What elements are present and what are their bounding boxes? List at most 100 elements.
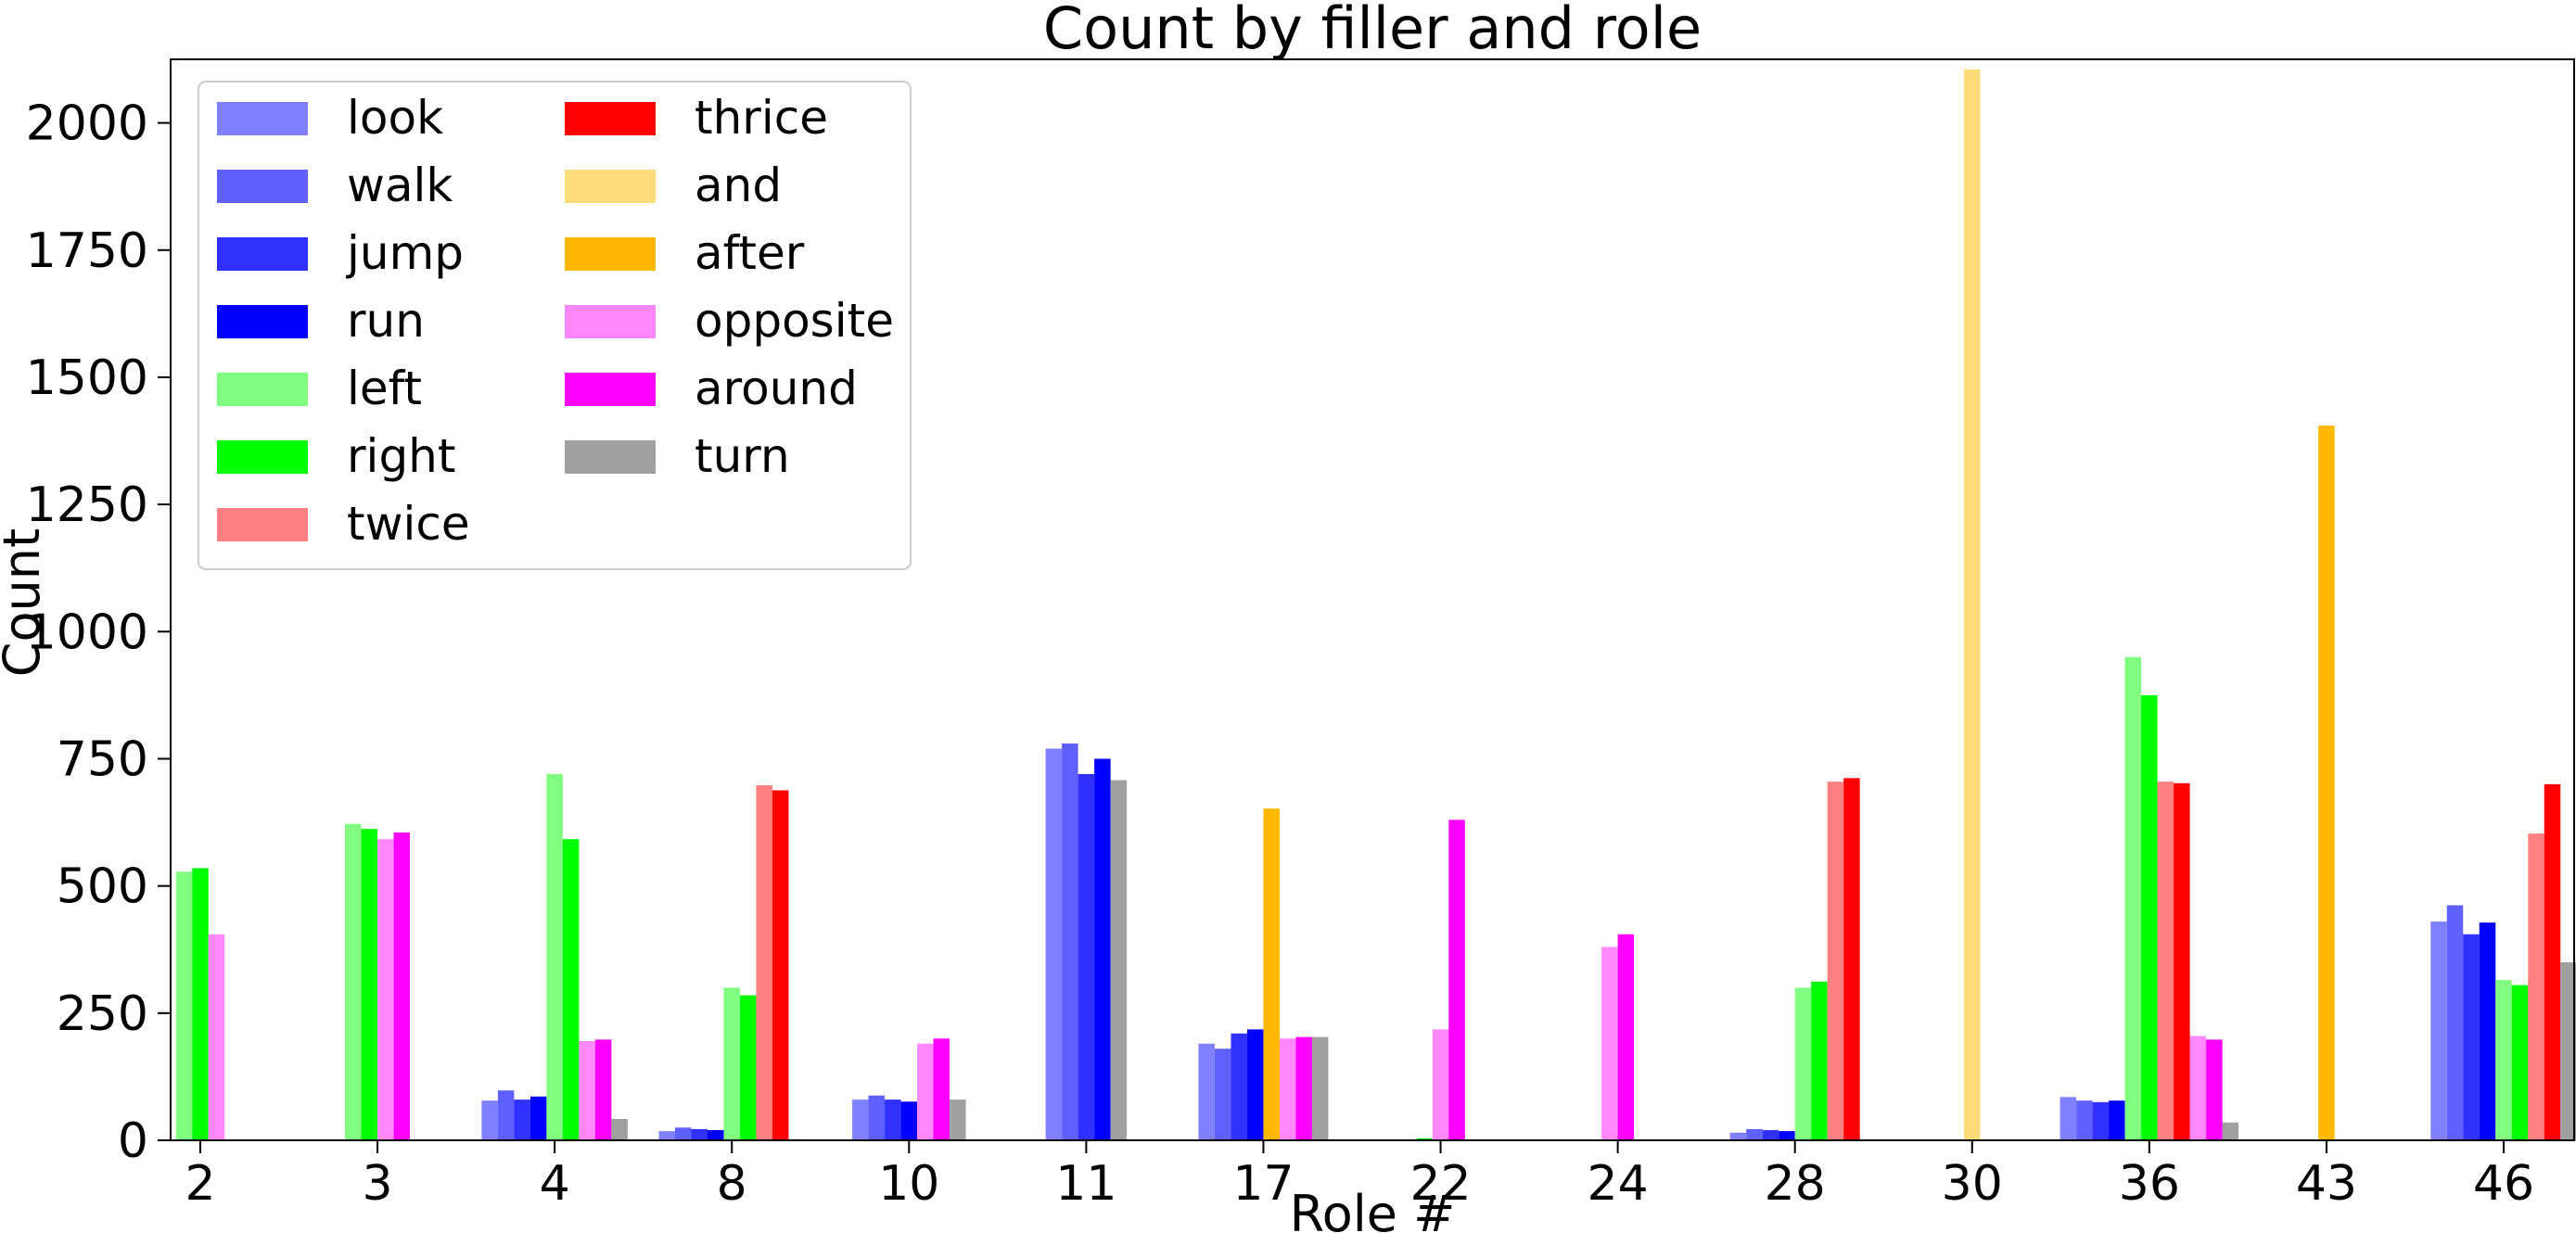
bar-run-role-36 <box>2109 1100 2125 1140</box>
ticks-group: 0 250 500 750 1000 1250 1500 1750 2000 2 3 4 8 10 11 17… <box>26 96 2534 1212</box>
bar-opposite-role-3 <box>377 839 394 1140</box>
legend-swatch-and <box>565 170 656 203</box>
bar-run-role-8 <box>707 1130 724 1140</box>
bar-turn-role-10 <box>950 1100 966 1140</box>
bar-twice-role-28 <box>1827 782 1844 1140</box>
bar-walk-role-46 <box>2446 905 2464 1140</box>
legend-label-right: right <box>347 429 455 483</box>
bar-turn-role-11 <box>1110 780 1128 1140</box>
bar-left-role-8 <box>723 987 740 1140</box>
bar-walk-role-36 <box>2076 1100 2093 1140</box>
x-tick-label: 46 <box>2473 1156 2534 1212</box>
x-tick-label: 24 <box>1588 1156 1649 1212</box>
bar-around-role-36 <box>2206 1039 2223 1140</box>
bar-right-role-4 <box>562 839 580 1140</box>
bar-around-role-4 <box>594 1039 612 1140</box>
bar-turn-role-17 <box>1311 1036 1329 1140</box>
bar-right-role-8 <box>739 995 757 1140</box>
bar-left-role-46 <box>2495 980 2512 1140</box>
bar-left-role-4 <box>546 773 563 1140</box>
bar-run-role-10 <box>900 1101 918 1140</box>
bar-right-role-3 <box>361 829 378 1140</box>
bar-look-role-17 <box>1198 1043 1215 1140</box>
bar-look-role-28 <box>1729 1132 1747 1140</box>
legend-label-left: left <box>347 362 422 415</box>
legend-swatch-walk <box>217 170 308 203</box>
legend-label-look: look <box>347 91 443 145</box>
x-tick-label: 2 <box>185 1156 215 1212</box>
bar-walk-role-8 <box>674 1127 692 1140</box>
legend-label-around: around <box>695 362 858 415</box>
bar-left-role-2 <box>175 871 193 1140</box>
bar-jump-role-10 <box>885 1100 901 1140</box>
bar-turn-role-36 <box>2222 1122 2239 1140</box>
bar-after-role-43 <box>2318 426 2335 1140</box>
legend-label-run: run <box>347 294 425 348</box>
bar-thrice-role-36 <box>2174 782 2190 1140</box>
legend-label-after: after <box>695 226 805 280</box>
legend-label-walk: walk <box>347 159 453 212</box>
bar-run-role-17 <box>1246 1029 1264 1140</box>
bar-jump-role-17 <box>1231 1033 1247 1140</box>
x-tick-label: 36 <box>2119 1156 2180 1212</box>
bar-run-role-11 <box>1094 758 1111 1140</box>
bar-walk-role-4 <box>497 1090 515 1140</box>
bar-around-role-22 <box>1448 820 1465 1140</box>
bar-run-role-28 <box>1779 1131 1795 1140</box>
legend-swatch-thrice <box>565 102 656 135</box>
legend-swatch-twice <box>217 508 308 541</box>
bar-twice-role-8 <box>756 785 772 1140</box>
bar-thrice-role-46 <box>2544 783 2561 1140</box>
legend-swatch-run <box>217 305 308 338</box>
legend-box <box>198 81 912 570</box>
legend-swatch-left <box>217 373 308 406</box>
chart-title: Count by filler and role <box>1043 0 1702 62</box>
bar-left-role-28 <box>1794 987 1812 1140</box>
bar-jump-role-11 <box>1078 773 1095 1140</box>
bar-after-role-17 <box>1263 808 1280 1140</box>
bar-walk-role-17 <box>1214 1049 1231 1140</box>
plot-frame <box>170 58 2575 1141</box>
x-tick-label: 22 <box>1409 1156 1471 1212</box>
x-tick-label: 30 <box>1942 1156 2003 1212</box>
bar-opposite-role-4 <box>579 1041 595 1140</box>
x-tick-label: 11 <box>1055 1156 1116 1212</box>
y-axis-label: Count <box>0 528 51 677</box>
bar-walk-role-10 <box>868 1095 886 1140</box>
legend-label-turn: turn <box>695 429 790 483</box>
bar-opposite-role-22 <box>1432 1029 1449 1140</box>
bar-walk-role-11 <box>1062 744 1078 1140</box>
y-tick-label: 1500 <box>26 350 148 406</box>
legend-swatch-after <box>565 237 656 271</box>
bar-right-role-2 <box>192 868 209 1140</box>
y-tick-label: 1750 <box>26 223 148 279</box>
bar-left-role-3 <box>345 823 362 1140</box>
legend-swatch-right <box>217 440 308 474</box>
x-tick-label: 8 <box>717 1156 747 1212</box>
bar-turn-role-4 <box>611 1118 628 1140</box>
bar-right-role-22 <box>1416 1138 1433 1140</box>
legend-swatch-opposite <box>565 305 656 338</box>
bar-turn-role-46 <box>2560 961 2576 1140</box>
bar-run-role-4 <box>529 1096 547 1140</box>
bar-jump-role-4 <box>514 1100 530 1140</box>
bar-look-role-11 <box>1045 748 1063 1140</box>
legend-swatch-turn <box>565 440 656 474</box>
bar-opposite-role-36 <box>2189 1036 2207 1140</box>
bar-twice-role-36 <box>2157 782 2174 1140</box>
x-tick-label: 10 <box>878 1156 939 1212</box>
x-tick-label: 17 <box>1232 1156 1294 1212</box>
bar-jump-role-46 <box>2463 934 2480 1140</box>
legend-swatch-around <box>565 373 656 406</box>
legend-label-and: and <box>695 159 782 212</box>
bar-walk-role-28 <box>1746 1128 1763 1140</box>
legend-label-opposite: opposite <box>695 294 894 348</box>
bar-twice-role-46 <box>2528 833 2544 1140</box>
bars-group <box>175 69 2576 1141</box>
legend: look walk jump run left right twice thrice and af… <box>198 81 912 570</box>
y-tick-label: 0 <box>118 1113 148 1169</box>
bar-around-role-3 <box>393 833 411 1140</box>
bar-right-role-46 <box>2511 985 2529 1140</box>
bar-thrice-role-28 <box>1843 778 1860 1140</box>
bar-look-role-4 <box>481 1100 498 1140</box>
